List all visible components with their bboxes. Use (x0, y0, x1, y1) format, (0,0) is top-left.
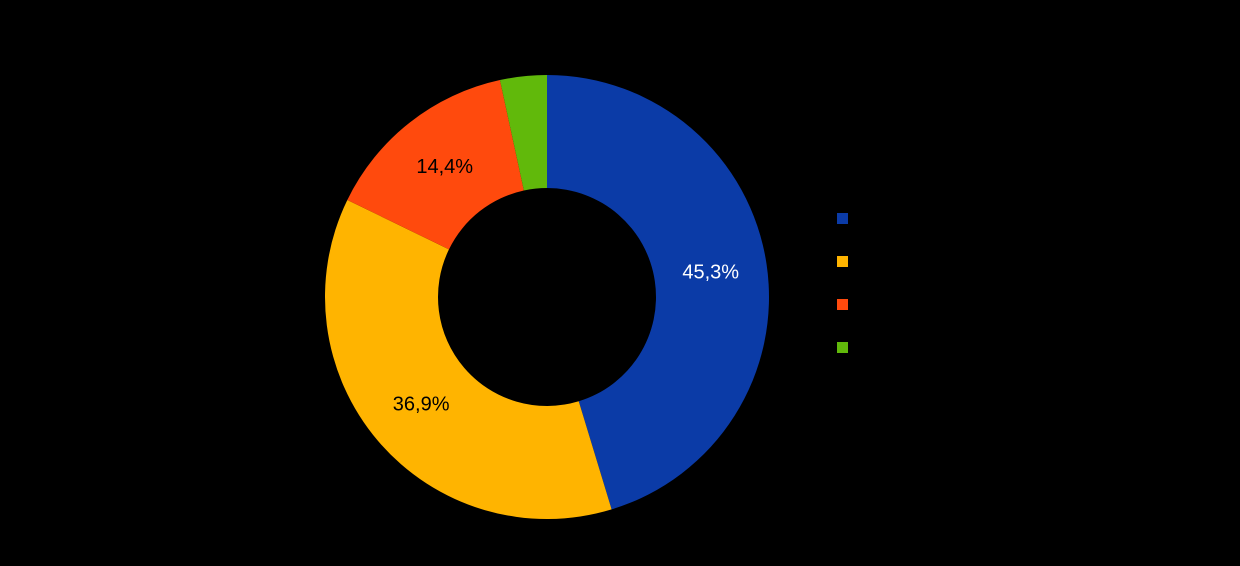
donut-slice-2[interactable] (324, 199, 612, 519)
slice-percentage-label-1: 45,3% (682, 262, 739, 284)
legend-item-3[interactable] (837, 299, 856, 310)
legend-swatch-icon (837, 342, 848, 353)
legend-item-2[interactable] (837, 256, 856, 267)
donut-slice-4[interactable] (499, 75, 547, 191)
chart-legend (837, 213, 856, 353)
legend-swatch-icon (837, 299, 848, 310)
legend-swatch-icon (837, 213, 848, 224)
legend-item-1[interactable] (837, 213, 856, 224)
legend-item-4[interactable] (837, 342, 856, 353)
legend-swatch-icon (837, 256, 848, 267)
slice-percentage-label-3: 14,4% (416, 156, 473, 178)
slice-percentage-label-2: 36,9% (393, 393, 450, 415)
donut-slice-1[interactable] (547, 75, 770, 510)
donut-slice-3[interactable] (347, 80, 524, 250)
